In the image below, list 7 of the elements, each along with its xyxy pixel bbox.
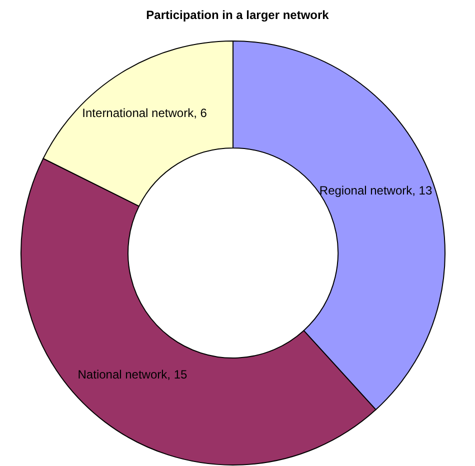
data-label: , 13 [412,184,432,198]
slice-label: International network [82,106,195,120]
slice-label: National network [78,367,168,382]
chart-title: Participation in a larger network [145,8,330,22]
data-label: , 15 [167,367,188,382]
data-label: , 6 [194,106,208,120]
slice-label: Regional network [319,184,414,198]
